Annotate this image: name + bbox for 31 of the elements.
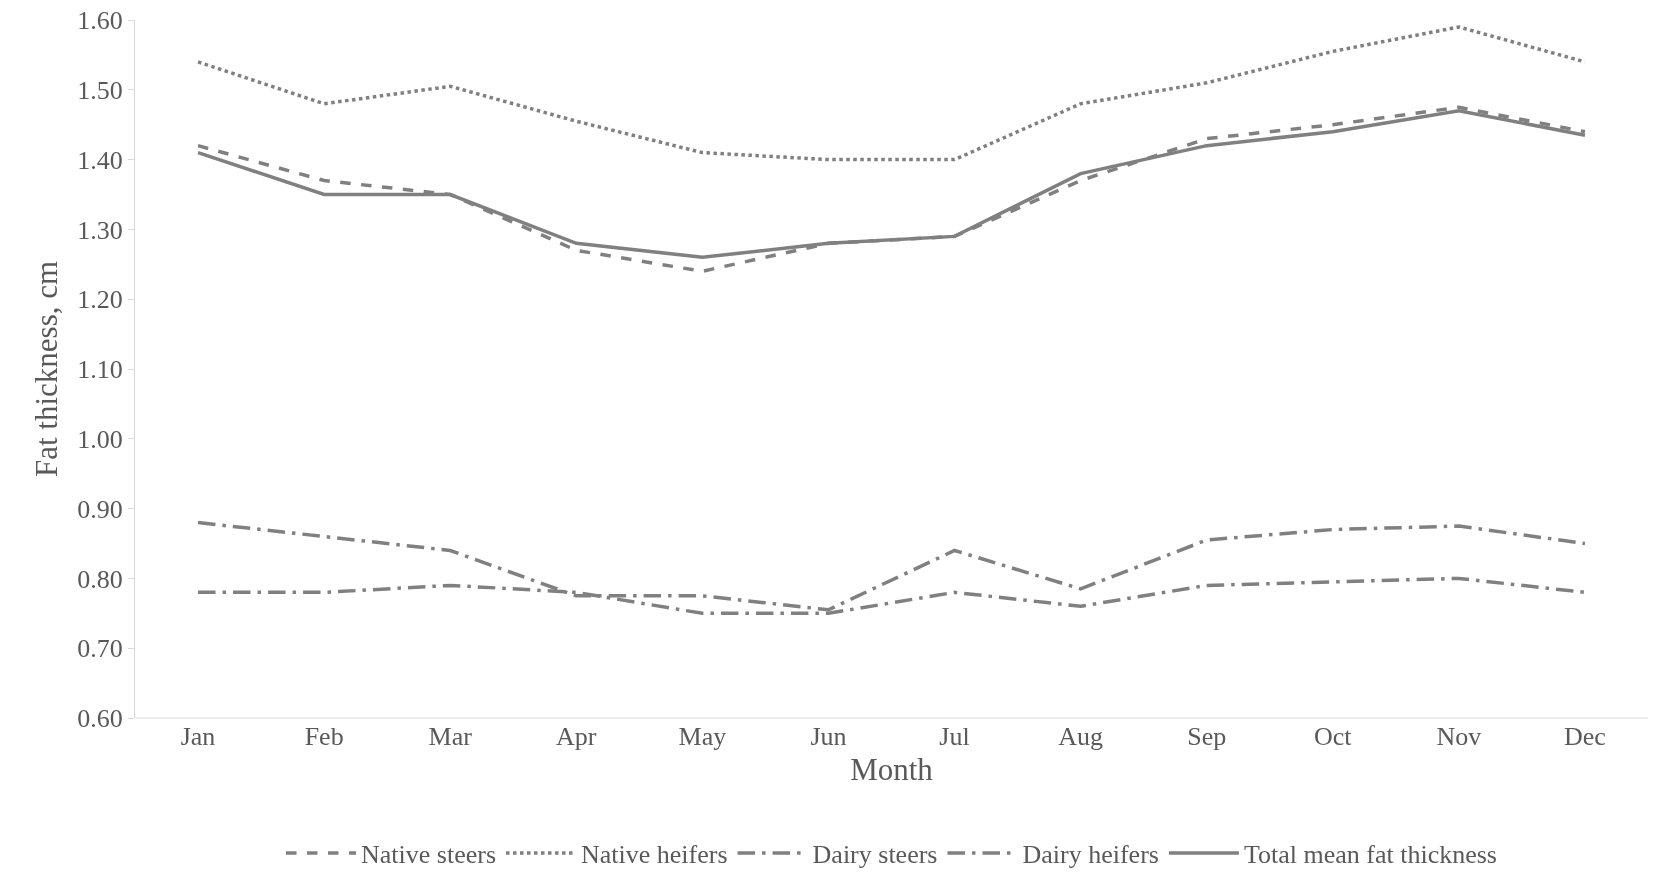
y-tick-label: 0.60 xyxy=(77,704,123,734)
y-tick-label: 1.40 xyxy=(77,145,123,175)
x-tick-label: Apr xyxy=(556,722,597,751)
x-tick-label: Mar xyxy=(428,722,473,751)
legend-label: Native steers xyxy=(361,840,497,870)
line-series xyxy=(196,520,1587,612)
x-tick-label: Aug xyxy=(1058,722,1104,751)
x-tick-label: Oct xyxy=(1314,722,1353,751)
y-tick-label: 1.10 xyxy=(77,355,123,385)
x-tick-label: Dec xyxy=(1564,722,1606,751)
x-tick-label: Jan xyxy=(180,722,216,751)
y-tick-label: 0.70 xyxy=(77,634,123,664)
y-tick-label: 1.30 xyxy=(77,215,123,245)
y-tick-label: 1.20 xyxy=(77,285,123,315)
legend-label: Native heifers xyxy=(581,840,728,870)
x-tick-label: Jun xyxy=(810,722,847,751)
y-tick-label: 1.50 xyxy=(77,75,123,105)
x-axis-title: Month xyxy=(850,752,934,788)
y-tick-label: 0.90 xyxy=(77,494,123,524)
x-tick-label: Jul xyxy=(939,722,970,751)
legend-label: Total mean fat thickness xyxy=(1243,840,1497,870)
y-tick-label: 1.60 xyxy=(77,6,123,36)
y-tick-label: 1.00 xyxy=(77,424,123,454)
y-tick-label: 0.80 xyxy=(77,564,123,594)
x-tick-label: May xyxy=(678,722,727,751)
legend-label: Dairy steers xyxy=(812,840,938,870)
y-axis-title: Fat thickness, cm xyxy=(28,260,64,478)
x-tick-label: Feb xyxy=(304,722,344,751)
x-tick-label: Nov xyxy=(1436,722,1482,751)
x-tick-label: Sep xyxy=(1187,722,1227,751)
legend-label: Dairy heifers xyxy=(1022,840,1159,870)
